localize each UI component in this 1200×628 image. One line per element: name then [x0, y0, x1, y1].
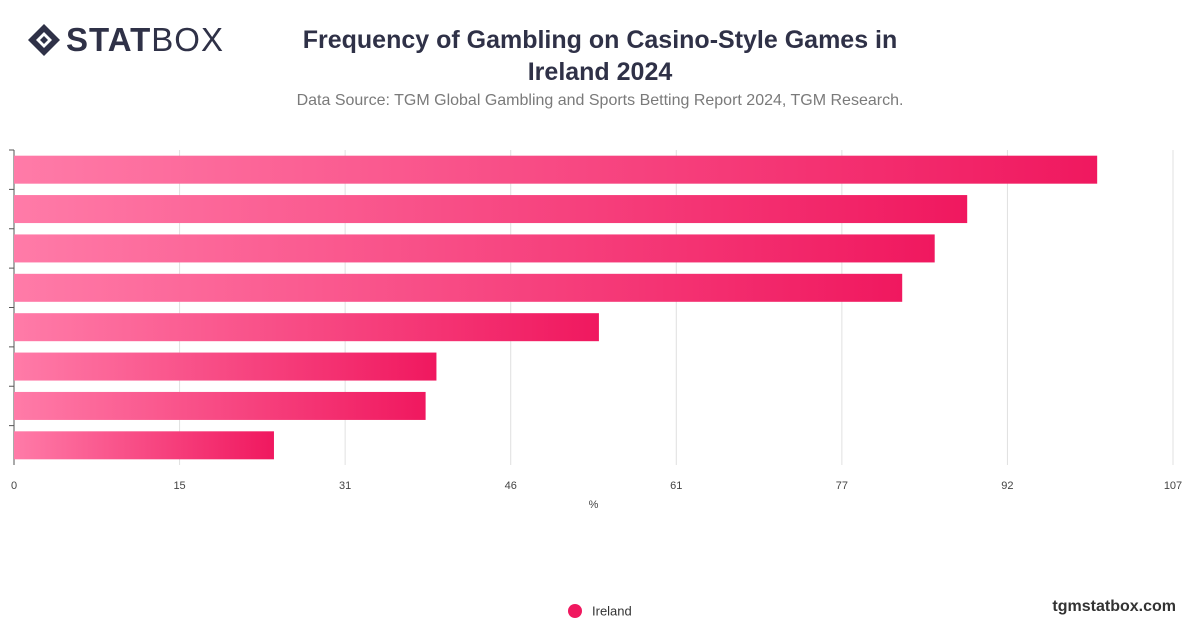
logo-icon: [28, 24, 60, 56]
bar: [14, 195, 968, 224]
legend-marker: [568, 604, 582, 618]
x-tick-label: 15: [173, 480, 185, 492]
x-tick-label: 92: [1001, 480, 1013, 492]
bar: [14, 313, 599, 342]
logo: STAT BOX: [26, 20, 224, 60]
x-tick-label: 77: [836, 480, 848, 492]
x-tick-label: 61: [670, 480, 682, 492]
chart-title: Frequency of Gambling on Casino-Style Ga…: [302, 26, 898, 86]
logo-light: BOX: [151, 21, 224, 58]
site-link: tgmstatbox.com: [1052, 598, 1176, 615]
bar: [14, 391, 426, 420]
x-tick-label: 107: [1164, 480, 1182, 492]
bar: [14, 352, 437, 381]
x-tick-label: 46: [505, 480, 517, 492]
logo-bold: STAT: [66, 21, 152, 58]
bar: [14, 234, 935, 263]
chart-subtitle: Data Source: TGM Global Gambling and Spo…: [296, 92, 904, 109]
bar: [14, 273, 903, 302]
bar: [14, 155, 1098, 184]
bar: [14, 431, 274, 460]
x-tick-label: 31: [339, 480, 351, 492]
x-axis-label: %: [589, 499, 599, 511]
x-tick-label: 0: [11, 480, 17, 492]
legend-label: Ireland: [592, 603, 632, 618]
